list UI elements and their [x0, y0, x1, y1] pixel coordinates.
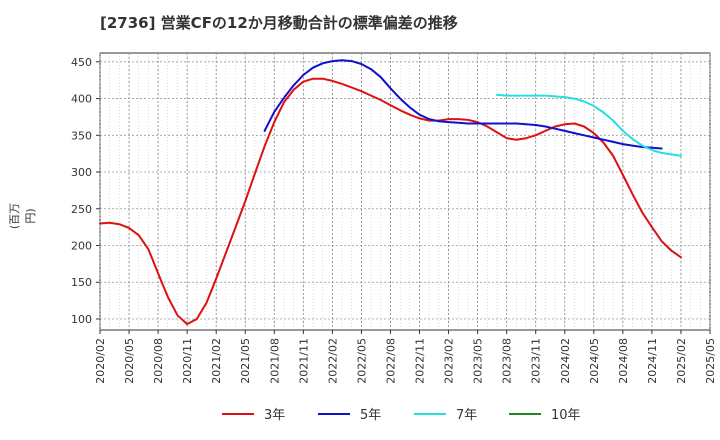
- x-tick-label: 2020/08: [152, 338, 165, 384]
- series-line-5年: [263, 59, 663, 150]
- x-tick-label: 2020/05: [123, 338, 136, 384]
- x-tick-label: 2023/11: [530, 338, 543, 384]
- x-tick-label: 2021/05: [239, 338, 252, 384]
- x-tick-label: 2022/08: [384, 338, 397, 384]
- y-tick-label: 350: [71, 129, 92, 142]
- x-tick-label: 2023/02: [443, 338, 456, 384]
- y-tick-label: 150: [71, 276, 92, 289]
- x-tick-label: 2023/08: [501, 338, 514, 384]
- y-tick-label: 200: [71, 240, 92, 253]
- series-line-3年: [99, 77, 682, 326]
- y-tick-label: 450: [71, 56, 92, 69]
- x-tick-label: 2020/11: [181, 338, 194, 384]
- x-tick-label: 2023/05: [472, 338, 485, 384]
- y-tick-label: 300: [71, 166, 92, 179]
- plot-area: [99, 52, 711, 331]
- legend-label: 5年: [360, 408, 381, 423]
- x-tick-label: 2020/02: [94, 338, 107, 384]
- x-tick-label: 2025/05: [704, 338, 717, 384]
- legend-label: 3年: [264, 408, 285, 423]
- x-tick-label: 2024/11: [646, 338, 659, 384]
- x-tick-label: 2025/02: [675, 338, 688, 384]
- x-tick-label: 2021/11: [297, 338, 310, 384]
- x-tick-label: 2021/08: [268, 338, 281, 384]
- series-line-7年: [496, 93, 682, 157]
- x-tick-label: 2024/05: [588, 338, 601, 384]
- x-tick-label: 2022/11: [414, 338, 427, 384]
- y-tick-label: 400: [71, 93, 92, 106]
- y-tick-label: 250: [71, 203, 92, 216]
- x-tick-label: 2021/02: [210, 338, 223, 384]
- x-tick-label: 2024/02: [559, 338, 572, 384]
- x-tick-label: 2022/05: [355, 338, 368, 384]
- x-tick-label: 2024/08: [617, 338, 630, 384]
- x-tick-label: 2022/02: [326, 338, 339, 384]
- chart-title: [2736] 営業CFの12か月移動合計の標準偏差の推移: [100, 14, 458, 32]
- legend-label: 7年: [456, 408, 477, 423]
- y-tick-label: 100: [71, 313, 92, 326]
- legend-label: 10年: [551, 408, 581, 423]
